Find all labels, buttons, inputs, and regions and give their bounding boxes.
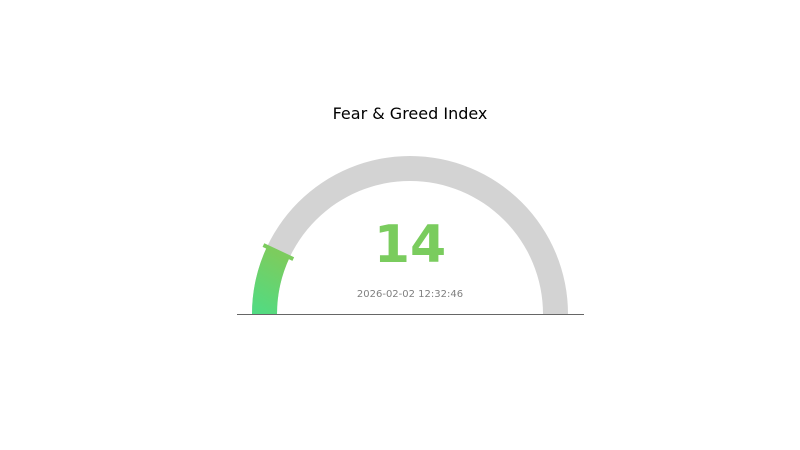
gauge-value-marker [262,243,295,261]
chart-title: Fear & Greed Index [333,104,488,123]
gauge-fill [252,246,290,314]
gauge-track [252,156,568,314]
gauge-timestamp: 2026-02-02 12:32:46 [357,289,463,300]
gauge-value: 14 [374,215,446,275]
